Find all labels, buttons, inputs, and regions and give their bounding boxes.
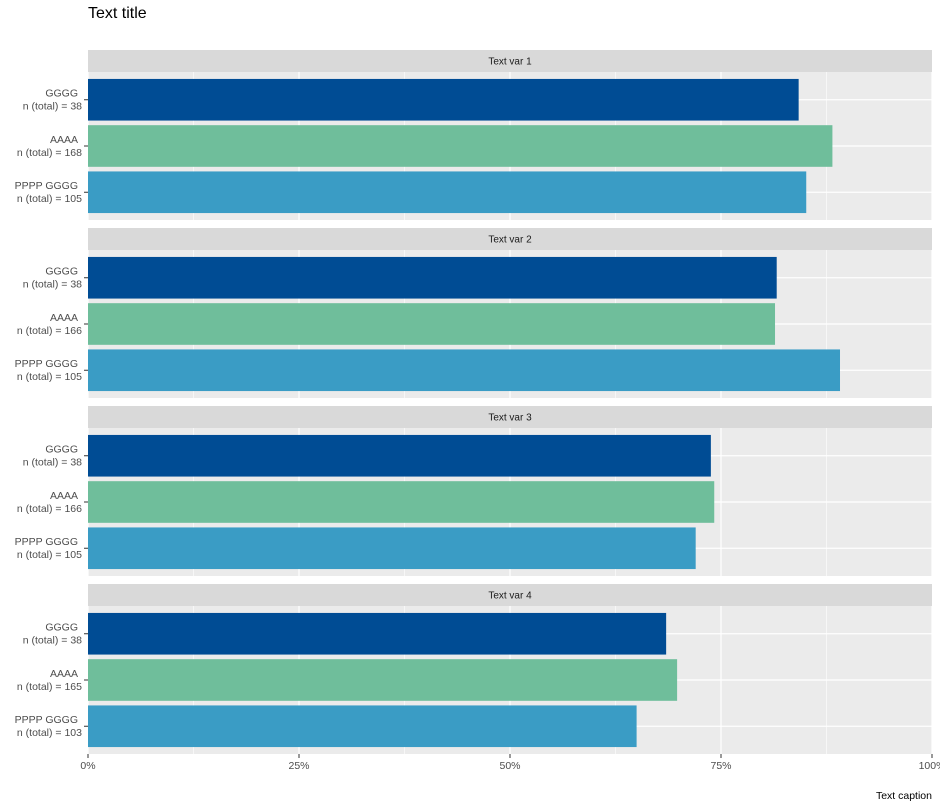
y-tick-sublabel: n (total) = 38 bbox=[23, 101, 82, 113]
y-tick-label: AAAA bbox=[50, 668, 78, 680]
facet-title: Text var 2 bbox=[488, 235, 532, 246]
bar bbox=[88, 481, 715, 523]
y-tick-sublabel: n (total) = 38 bbox=[23, 635, 82, 647]
facet-strip bbox=[88, 50, 932, 72]
x-tick-label: 100% bbox=[919, 760, 940, 772]
bar bbox=[88, 125, 833, 167]
x-tick-label: 25% bbox=[288, 760, 309, 772]
y-tick-sublabel: n (total) = 38 bbox=[23, 457, 82, 469]
y-tick-sublabel: n (total) = 38 bbox=[23, 279, 82, 291]
y-tick-sublabel: n (total) = 105 bbox=[17, 193, 82, 205]
y-tick-label: GGGG bbox=[45, 444, 78, 456]
y-tick-sublabel: n (total) = 166 bbox=[17, 325, 82, 337]
y-tick-label: PPPP GGGG bbox=[15, 180, 78, 192]
bar bbox=[88, 78, 799, 121]
y-tick-label: PPPP GGGG bbox=[15, 714, 78, 726]
y-tick-sublabel: n (total) = 166 bbox=[17, 503, 82, 515]
y-tick-label: AAAA bbox=[50, 312, 78, 324]
chart-title: Text title bbox=[88, 5, 147, 22]
y-tick-sublabel: n (total) = 165 bbox=[17, 681, 82, 693]
y-tick-label: PPPP GGGG bbox=[15, 536, 78, 548]
facet-strip bbox=[88, 406, 932, 428]
y-tick-label: AAAA bbox=[50, 134, 78, 146]
y-tick-label: GGGG bbox=[45, 622, 78, 634]
bar bbox=[88, 303, 776, 345]
y-tick-sublabel: n (total) = 105 bbox=[17, 549, 82, 561]
y-tick-label: GGGG bbox=[45, 88, 78, 100]
y-tick-label: AAAA bbox=[50, 490, 78, 502]
facet-strip bbox=[88, 228, 932, 250]
bar bbox=[88, 349, 841, 392]
caption: Text caption bbox=[876, 790, 932, 802]
bar bbox=[88, 256, 777, 299]
x-tick-label: 0% bbox=[80, 760, 95, 772]
facet-strip bbox=[88, 584, 932, 606]
x-tick-label: 50% bbox=[499, 760, 520, 772]
bar bbox=[88, 171, 807, 214]
facet-title: Text var 3 bbox=[488, 413, 532, 424]
y-tick-sublabel: n (total) = 168 bbox=[17, 147, 82, 159]
y-tick-label: GGGG bbox=[45, 266, 78, 278]
bar bbox=[88, 612, 667, 655]
bar bbox=[88, 705, 637, 748]
bar bbox=[88, 527, 696, 570]
bar bbox=[88, 659, 678, 701]
facet-title: Text var 1 bbox=[488, 57, 532, 68]
y-tick-label: PPPP GGGG bbox=[15, 358, 78, 370]
x-tick-label: 75% bbox=[710, 760, 731, 772]
facet-title: Text var 4 bbox=[488, 591, 532, 602]
y-tick-sublabel: n (total) = 103 bbox=[17, 727, 82, 739]
y-tick-sublabel: n (total) = 105 bbox=[17, 371, 82, 383]
bar bbox=[88, 434, 711, 477]
